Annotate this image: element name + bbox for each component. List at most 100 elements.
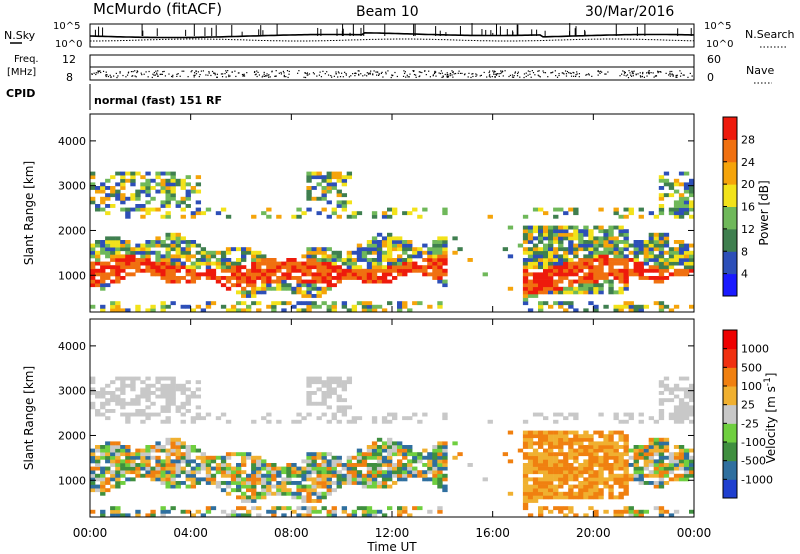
power-cell (442, 240, 448, 244)
velocity-cell (110, 470, 116, 475)
velocity-cell (608, 477, 614, 482)
velocity-cell (321, 452, 327, 457)
freq-dot (640, 76, 642, 78)
power-cell (573, 247, 579, 252)
velocity-cell (190, 419, 197, 424)
velocity-cell (543, 448, 549, 453)
power-cell (618, 247, 624, 252)
freq-dot (646, 75, 648, 77)
power-cell (175, 182, 181, 187)
power-cell (150, 268, 156, 273)
colorbar-swatch (723, 460, 737, 480)
freq-dot (623, 74, 625, 76)
velocity-cell (276, 466, 282, 471)
power-cell (165, 265, 171, 270)
freq-dot (307, 74, 309, 76)
power-cell (346, 254, 353, 259)
velocity-cell (678, 466, 685, 471)
power-cell (532, 247, 539, 252)
power-cell (251, 290, 257, 295)
power-cell (678, 204, 685, 208)
power-cell (689, 304, 695, 309)
power-cell (573, 225, 579, 230)
power-cell (311, 301, 317, 306)
velocity-cell (180, 383, 186, 388)
power-cell (90, 175, 96, 180)
freq-dot (243, 74, 245, 76)
power-cell (105, 254, 111, 259)
velocity-cell (663, 441, 670, 446)
power-cell (321, 254, 327, 259)
velocity-cell (271, 509, 277, 514)
power-cell (371, 308, 378, 313)
power-cell (175, 236, 181, 241)
velocity-cell (593, 445, 599, 449)
velocity-cell (376, 481, 383, 485)
freq-dot (225, 76, 227, 78)
velocity-cell (673, 405, 680, 410)
velocity-cell (588, 495, 594, 500)
power-cell (311, 286, 317, 291)
power-cell (678, 243, 685, 248)
velocity-cell (683, 473, 690, 478)
velocity-cell (215, 484, 222, 489)
power-cell (90, 276, 96, 280)
power-cell (558, 272, 564, 277)
power-cell (558, 236, 564, 241)
power-cell (105, 265, 111, 270)
velocity-cell (301, 488, 307, 493)
power-cell (678, 250, 685, 255)
freq-dot (475, 73, 477, 75)
velocity-cell (321, 380, 327, 385)
power-cell (135, 250, 141, 255)
power-cell (643, 250, 650, 255)
freq-dot (256, 75, 258, 78)
velocity-cell (120, 401, 126, 406)
velocity-cell (376, 455, 383, 460)
velocity-cell (100, 473, 106, 478)
power-cell (522, 290, 529, 295)
power-cell (412, 254, 418, 259)
freq-dot (476, 74, 478, 76)
power-cell (532, 283, 539, 288)
power-cell (568, 286, 574, 291)
power-cell (225, 268, 232, 273)
velocity-cell (548, 437, 554, 442)
freq-dot (412, 70, 415, 73)
freq-dot (156, 72, 158, 74)
velocity-cell (236, 477, 242, 482)
power-cell (397, 258, 403, 262)
velocity-cell (558, 466, 564, 471)
freq-dot (335, 73, 337, 75)
power-cell (527, 240, 534, 244)
power-cell (563, 308, 569, 313)
velocity-cell (618, 513, 624, 518)
power-cell (160, 258, 166, 262)
velocity-cell (522, 430, 529, 435)
power-cell (412, 247, 418, 252)
power-cell (145, 247, 151, 252)
velocity-cell (618, 477, 624, 482)
power-cell (613, 304, 619, 309)
colorbar-swatch (723, 479, 737, 499)
y-tick-label: 1000 (58, 474, 86, 487)
velocity-cell (608, 445, 614, 449)
velocity-cell (402, 466, 408, 471)
power-cell (251, 254, 257, 259)
power-cell (387, 207, 393, 212)
freq-dot (501, 71, 503, 73)
freq-dot (672, 75, 674, 77)
freq-dot (415, 76, 417, 78)
velocity-cell (160, 473, 166, 478)
velocity-cell (246, 499, 252, 503)
power-cell (442, 250, 448, 255)
power-cell (336, 171, 342, 176)
power-cell (336, 200, 342, 205)
freq-dot (454, 72, 457, 75)
power-cell (538, 207, 544, 212)
freq-dot (229, 75, 231, 77)
power-cell (95, 189, 101, 194)
velocity-cell (316, 481, 322, 485)
power-cell (598, 290, 604, 295)
velocity-cell (326, 513, 332, 518)
